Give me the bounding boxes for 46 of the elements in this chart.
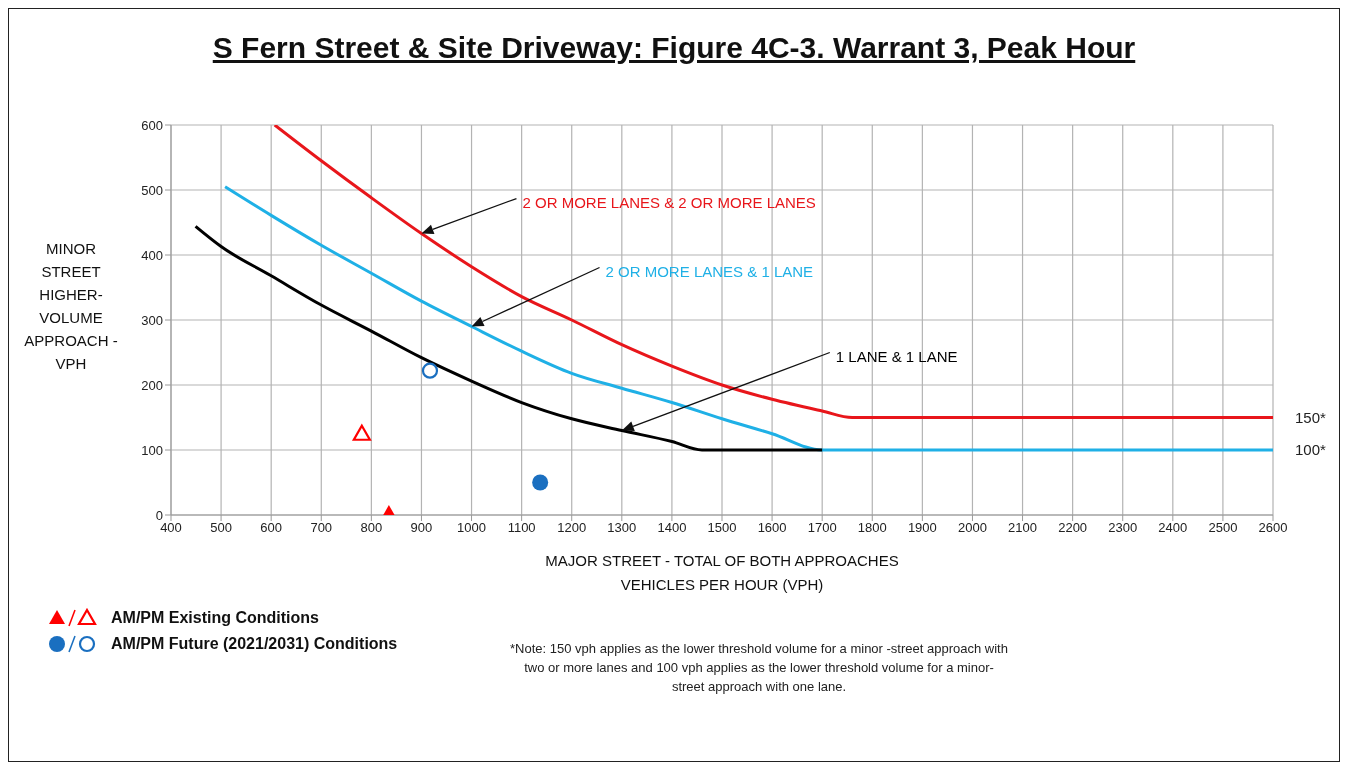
- point: [421, 362, 439, 379]
- line-series: [223, 185, 1273, 452]
- x-tick-label: 500: [210, 520, 232, 536]
- x-tick-label: 1300: [607, 520, 637, 536]
- x-tick-label: 700: [310, 520, 333, 536]
- text: 2 OR MORE LANES & 1 LANE: [605, 262, 814, 280]
- annotation: 100*: [1295, 441, 1327, 458]
- text: 1 LANE & 1 LANE: [835, 347, 958, 365]
- line-series: [194, 224, 824, 452]
- x-tick-label: 800: [360, 520, 383, 536]
- x-tick-label: 1500: [707, 520, 737, 536]
- x-tick-label: 2400: [1158, 520, 1188, 536]
- x-tick-label: 2100: [1008, 520, 1038, 536]
- y-tick-label: 400: [141, 247, 163, 263]
- x-tick-label: 1200: [557, 520, 587, 536]
- x-tick-label: 400: [160, 520, 182, 536]
- x-tick-label: 2000: [957, 520, 987, 536]
- x-tick-label: 600: [260, 520, 283, 536]
- x-axis-title: MAJOR STREET - TOTAL OF BOTH APPROACHES VEHICLES PER HOUR (VPH): [544, 551, 900, 595]
- text: 2 OR MORE LANES & 2 OR MORE LANES: [522, 193, 816, 211]
- annotation: 150*: [1295, 408, 1327, 426]
- x-tick-label: 900: [410, 520, 433, 536]
- legend-label: AM/PM Existing Conditions: [111, 609, 319, 627]
- x-tick-label: 1000: [457, 520, 487, 536]
- line-series: [273, 125, 1273, 419]
- y-tick-label: 500: [141, 182, 163, 198]
- y-tick-label: 0: [155, 507, 163, 523]
- point: [352, 424, 371, 441]
- chart-title: S Fern Street & Site Driveway: Figure 4C-3. Warrant 3, Peak Hour: [211, 31, 1137, 65]
- x-tick-label: 1900: [907, 520, 937, 536]
- legend-label: AM/PM Future (2021/2031) Conditions: [111, 635, 398, 653]
- x-tick-label: 1600: [757, 520, 787, 536]
- x-tick-label: 1400: [657, 520, 687, 536]
- x-tick-label: 1800: [857, 520, 887, 536]
- y-tick-label: 600: [141, 117, 163, 133]
- y-tick-label: 300: [141, 312, 163, 328]
- y-tick-label: 100: [141, 442, 163, 458]
- x-tick-label: 2500: [1208, 520, 1238, 536]
- x-tick-label: 2300: [1108, 520, 1138, 536]
- y-axis-title: MINOR STREET HIGHER- VOLUME APPROACH - VPH: [23, 239, 119, 374]
- text: *Note: 150 vph applies as the lower threshold volume for a minor -street approach with two or more lanes and 100 vph applies as the lower threshold volume for a minor-street approach with one lane.: [509, 640, 1009, 696]
- x-tick-label: 1700: [807, 520, 837, 536]
- x-tick-label: 1100: [507, 520, 536, 536]
- x-tick-label: 2200: [1058, 520, 1088, 536]
- x-tick-label: 2600: [1258, 520, 1288, 536]
- y-tick-label: 200: [141, 377, 163, 393]
